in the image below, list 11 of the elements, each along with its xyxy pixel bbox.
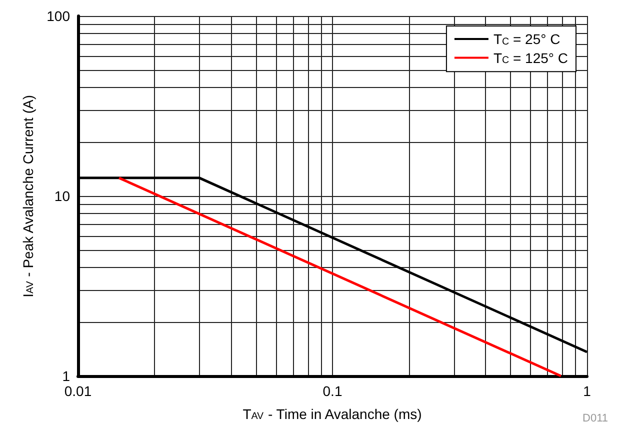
x-tick-label: 0.1: [322, 383, 342, 399]
y-tick-label: 1: [62, 368, 70, 384]
y-tick-label: 100: [46, 8, 70, 24]
legend-label: TC = 125° C: [493, 50, 568, 66]
y-tick-label: 10: [54, 188, 70, 204]
legend-label: TC = 25° C: [493, 31, 560, 48]
x-tick-label: 0.01: [64, 383, 92, 399]
x-axis-title: TAV - Time in Avalanche (ms): [242, 406, 422, 422]
y-axis-title: IAV - Peak Avalanche Current (A): [20, 95, 36, 298]
x-tick-label: 1: [583, 383, 592, 399]
text: D011: [582, 412, 608, 424]
